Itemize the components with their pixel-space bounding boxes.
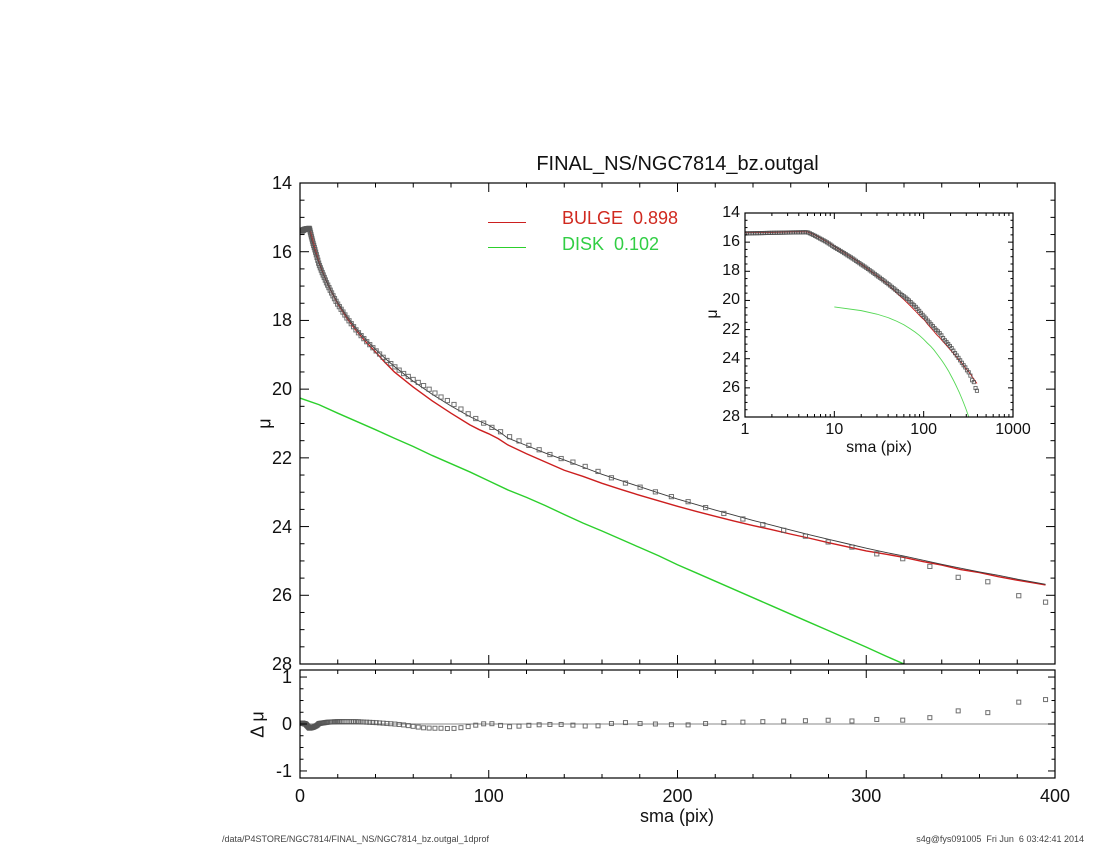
main-bulge-line: [301, 226, 1046, 586]
inset-ytick-label: 16: [722, 233, 740, 251]
footer-user-timestamp: s4g@fys091005 Fri Jun 6 03:42:41 2014: [916, 834, 1084, 844]
main-disk-line: [300, 397, 906, 664]
main-ytick-label: 24: [271, 516, 292, 537]
main-ytick-label: 14: [271, 173, 292, 193]
inset-disk-line: [834, 306, 970, 417]
legend-bulge-line-sample: [488, 222, 526, 223]
inset-ytick-label: 24: [722, 349, 740, 367]
inset-ytick-label: 18: [722, 262, 740, 280]
main-galaxy-markers: [300, 225, 1049, 605]
inset-xtick-label: 1: [740, 421, 750, 438]
inset-ytick-label: 20: [722, 291, 740, 309]
inset-xtick-label: 100: [910, 421, 937, 438]
inset-xtick-label: 10: [825, 421, 844, 438]
residual-ytick-label: -1: [275, 760, 292, 781]
residual-xtick-label: 400: [1039, 786, 1071, 806]
residual-ytick-label: 1: [281, 667, 292, 688]
plot-title: FINAL_NS/NGC7814_bz.outgal: [536, 153, 819, 175]
legend-disk-label: DISK 0.102: [562, 234, 660, 254]
inset-ytick-label: 14: [722, 204, 740, 221]
legend-disk-line-sample: [488, 247, 526, 248]
main-ytick-label: 22: [271, 447, 292, 468]
inset-xtick-label: 1000: [995, 421, 1031, 438]
main-ytick-label: 16: [271, 241, 292, 262]
main-ytick-label: 20: [271, 379, 292, 400]
legend-bulge-label: BULGE 0.898: [562, 208, 679, 228]
inset-ytick-label: 22: [722, 320, 740, 338]
main-total-line: [309, 231, 1046, 585]
residual-xtick-label: 200: [662, 786, 693, 806]
inset-ytick-label: 26: [722, 378, 740, 396]
main-ytick-label: 26: [271, 585, 292, 606]
residual-xtick-label: 0: [294, 786, 305, 806]
residual-ytick-label: 0: [281, 714, 292, 734]
main-x-axis-label: sma (pix): [639, 806, 714, 826]
inset-galaxy-markers: [745, 230, 980, 393]
residual-xtick-label: 300: [851, 786, 882, 806]
main-ytick-label: 28: [271, 654, 292, 674]
residual-xtick-label: 100: [473, 786, 504, 806]
main-ytick-label: 18: [271, 310, 292, 331]
inset-ytick-label: 28: [722, 408, 740, 425]
main-y-axis-label: μ: [254, 418, 275, 429]
footer-file-path: /data/P4STORE/NGC7814/FINAL_NS/NGC7814_b…: [222, 834, 489, 844]
residual-markers: [300, 697, 1049, 732]
inset-x-axis-label: sma (pix): [846, 439, 912, 456]
